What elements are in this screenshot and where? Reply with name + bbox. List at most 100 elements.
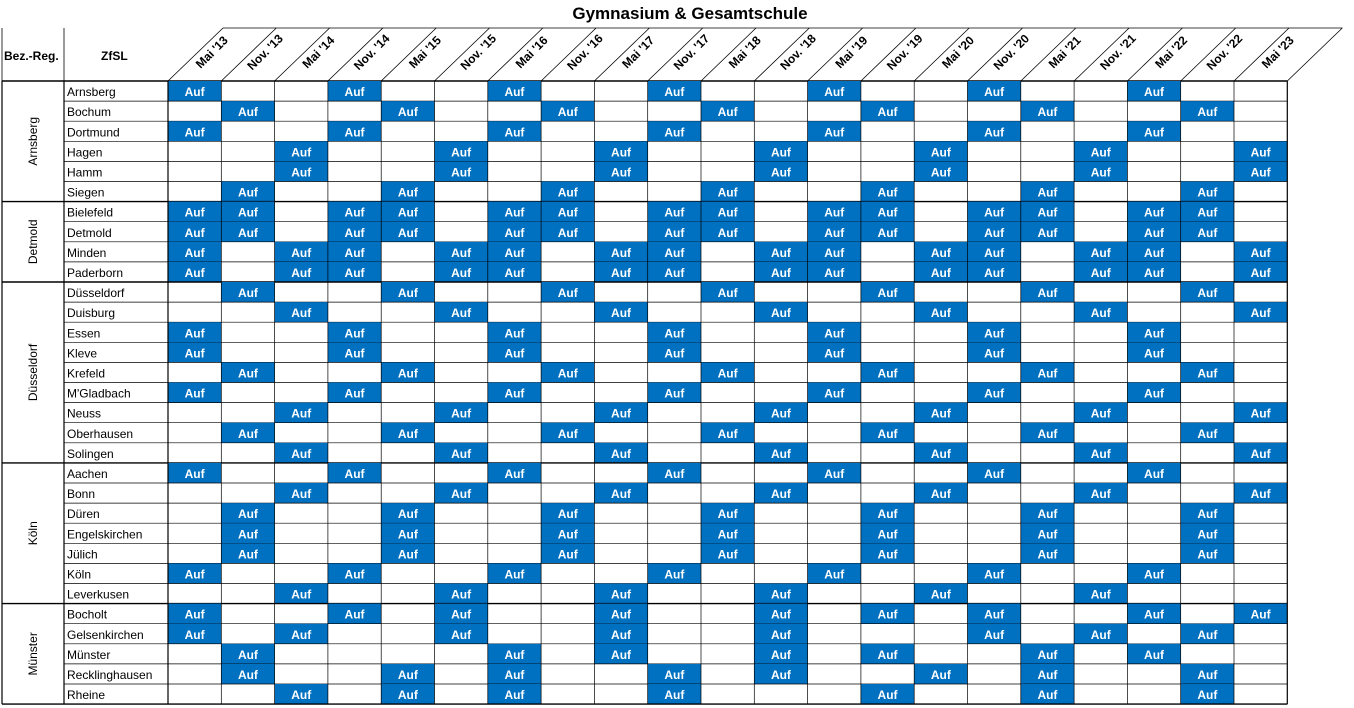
auf-label: Auf [1037,547,1058,561]
auf-label: Auf [1197,507,1218,521]
auf-cell [647,342,701,363]
auf-label: Auf [931,407,952,421]
auf-label: Auf [771,145,792,159]
auf-cell [807,382,861,403]
auf-cell [860,503,915,524]
auf-label: Auf [1197,668,1218,682]
auf-label: Auf [1037,527,1058,541]
auf-cell [1127,241,1181,262]
region-label: Köln [26,521,40,545]
auf-label: Auf [345,246,366,260]
auf-label: Auf [1197,226,1218,240]
auf-label: Auf [984,85,1005,99]
auf-cell [1180,623,1234,644]
auf-cell [221,362,275,383]
auf-label: Auf [611,166,632,180]
auf-cell [1180,543,1234,564]
auf-cell [860,362,915,383]
auf-label: Auf [718,367,739,381]
auf-cell [381,523,435,544]
auf-label: Auf [238,186,259,200]
auf-cell [1180,503,1234,524]
auf-label: Auf [185,206,206,220]
auf-cell [221,181,275,202]
auf-cell [434,442,488,463]
auf-label: Auf [238,367,259,381]
auf-label: Auf [1037,427,1058,441]
auf-cell [168,241,222,262]
auf-label: Auf [931,166,952,180]
auf-label: Auf [451,407,472,421]
auf-cell [168,623,222,644]
auf-label: Auf [451,588,472,602]
auf-cell [381,543,435,564]
auf-cell [381,282,435,303]
auf-label: Auf [504,226,525,240]
zfsl-name: Krefeld [67,367,105,381]
header-slant-line [700,27,757,82]
auf-cell [647,241,701,262]
auf-label: Auf [558,226,579,240]
auf-cell [594,402,648,423]
zfsl-name: Bonn [67,487,95,501]
auf-label: Auf [664,568,685,582]
auf-label: Auf [504,387,525,401]
page-title: Gymnasium & Gesamtschule [572,4,808,23]
auf-label: Auf [878,206,899,220]
auf-label: Auf [664,125,685,139]
auf-cell [168,342,222,363]
zfsl-name: Hagen [67,145,102,159]
auf-cell [327,382,382,403]
auf-cell [1180,523,1234,544]
auf-label: Auf [345,226,366,240]
auf-label: Auf [664,246,685,260]
auf-cell [807,342,861,363]
auf-cell [967,121,1021,142]
auf-label: Auf [771,487,792,501]
auf-label: Auf [824,85,845,99]
auf-cell [168,121,222,142]
auf-label: Auf [771,628,792,642]
auf-cell [1020,282,1075,303]
auf-cell [594,603,648,624]
auf-label: Auf [1197,206,1218,220]
auf-cell [487,261,542,282]
auf-label: Auf [345,326,366,340]
auf-cell [1180,663,1234,684]
auf-cell [754,402,808,423]
auf-cell [274,583,328,604]
auf-label: Auf [1144,85,1165,99]
auf-label: Auf [345,608,366,622]
auf-cell [221,101,275,122]
zfsl-name: Gelsenkirchen [67,628,144,642]
auf-label: Auf [718,226,739,240]
header-slant-line [274,27,330,82]
auf-label: Auf [504,688,525,702]
auf-cell [327,201,382,222]
auf-cell [221,663,275,684]
auf-label: Auf [558,186,579,200]
auf-cell [807,121,861,142]
auf-label: Auf [1251,266,1272,280]
auf-cell [860,643,915,664]
auf-cell [221,422,275,443]
header-slant-line [167,27,224,82]
header-slant-line [860,27,917,82]
region-label: Münster [26,632,40,675]
zfsl-name: Paderborn [67,266,123,280]
auf-cell [860,221,915,242]
auf-cell [701,221,755,242]
auf-cell [1234,261,1288,282]
auf-label: Auf [558,367,579,381]
auf-label: Auf [1037,367,1058,381]
auf-label: Auf [1251,608,1272,622]
auf-cell [434,302,488,323]
auf-label: Auf [611,306,632,320]
auf-cell [701,523,755,544]
zfsl-name: Recklinghausen [67,668,152,682]
auf-cell [807,81,861,102]
auf-cell [274,623,328,644]
auf-label: Auf [984,226,1005,240]
auf-label: Auf [345,266,366,280]
auf-cell [1127,81,1181,102]
